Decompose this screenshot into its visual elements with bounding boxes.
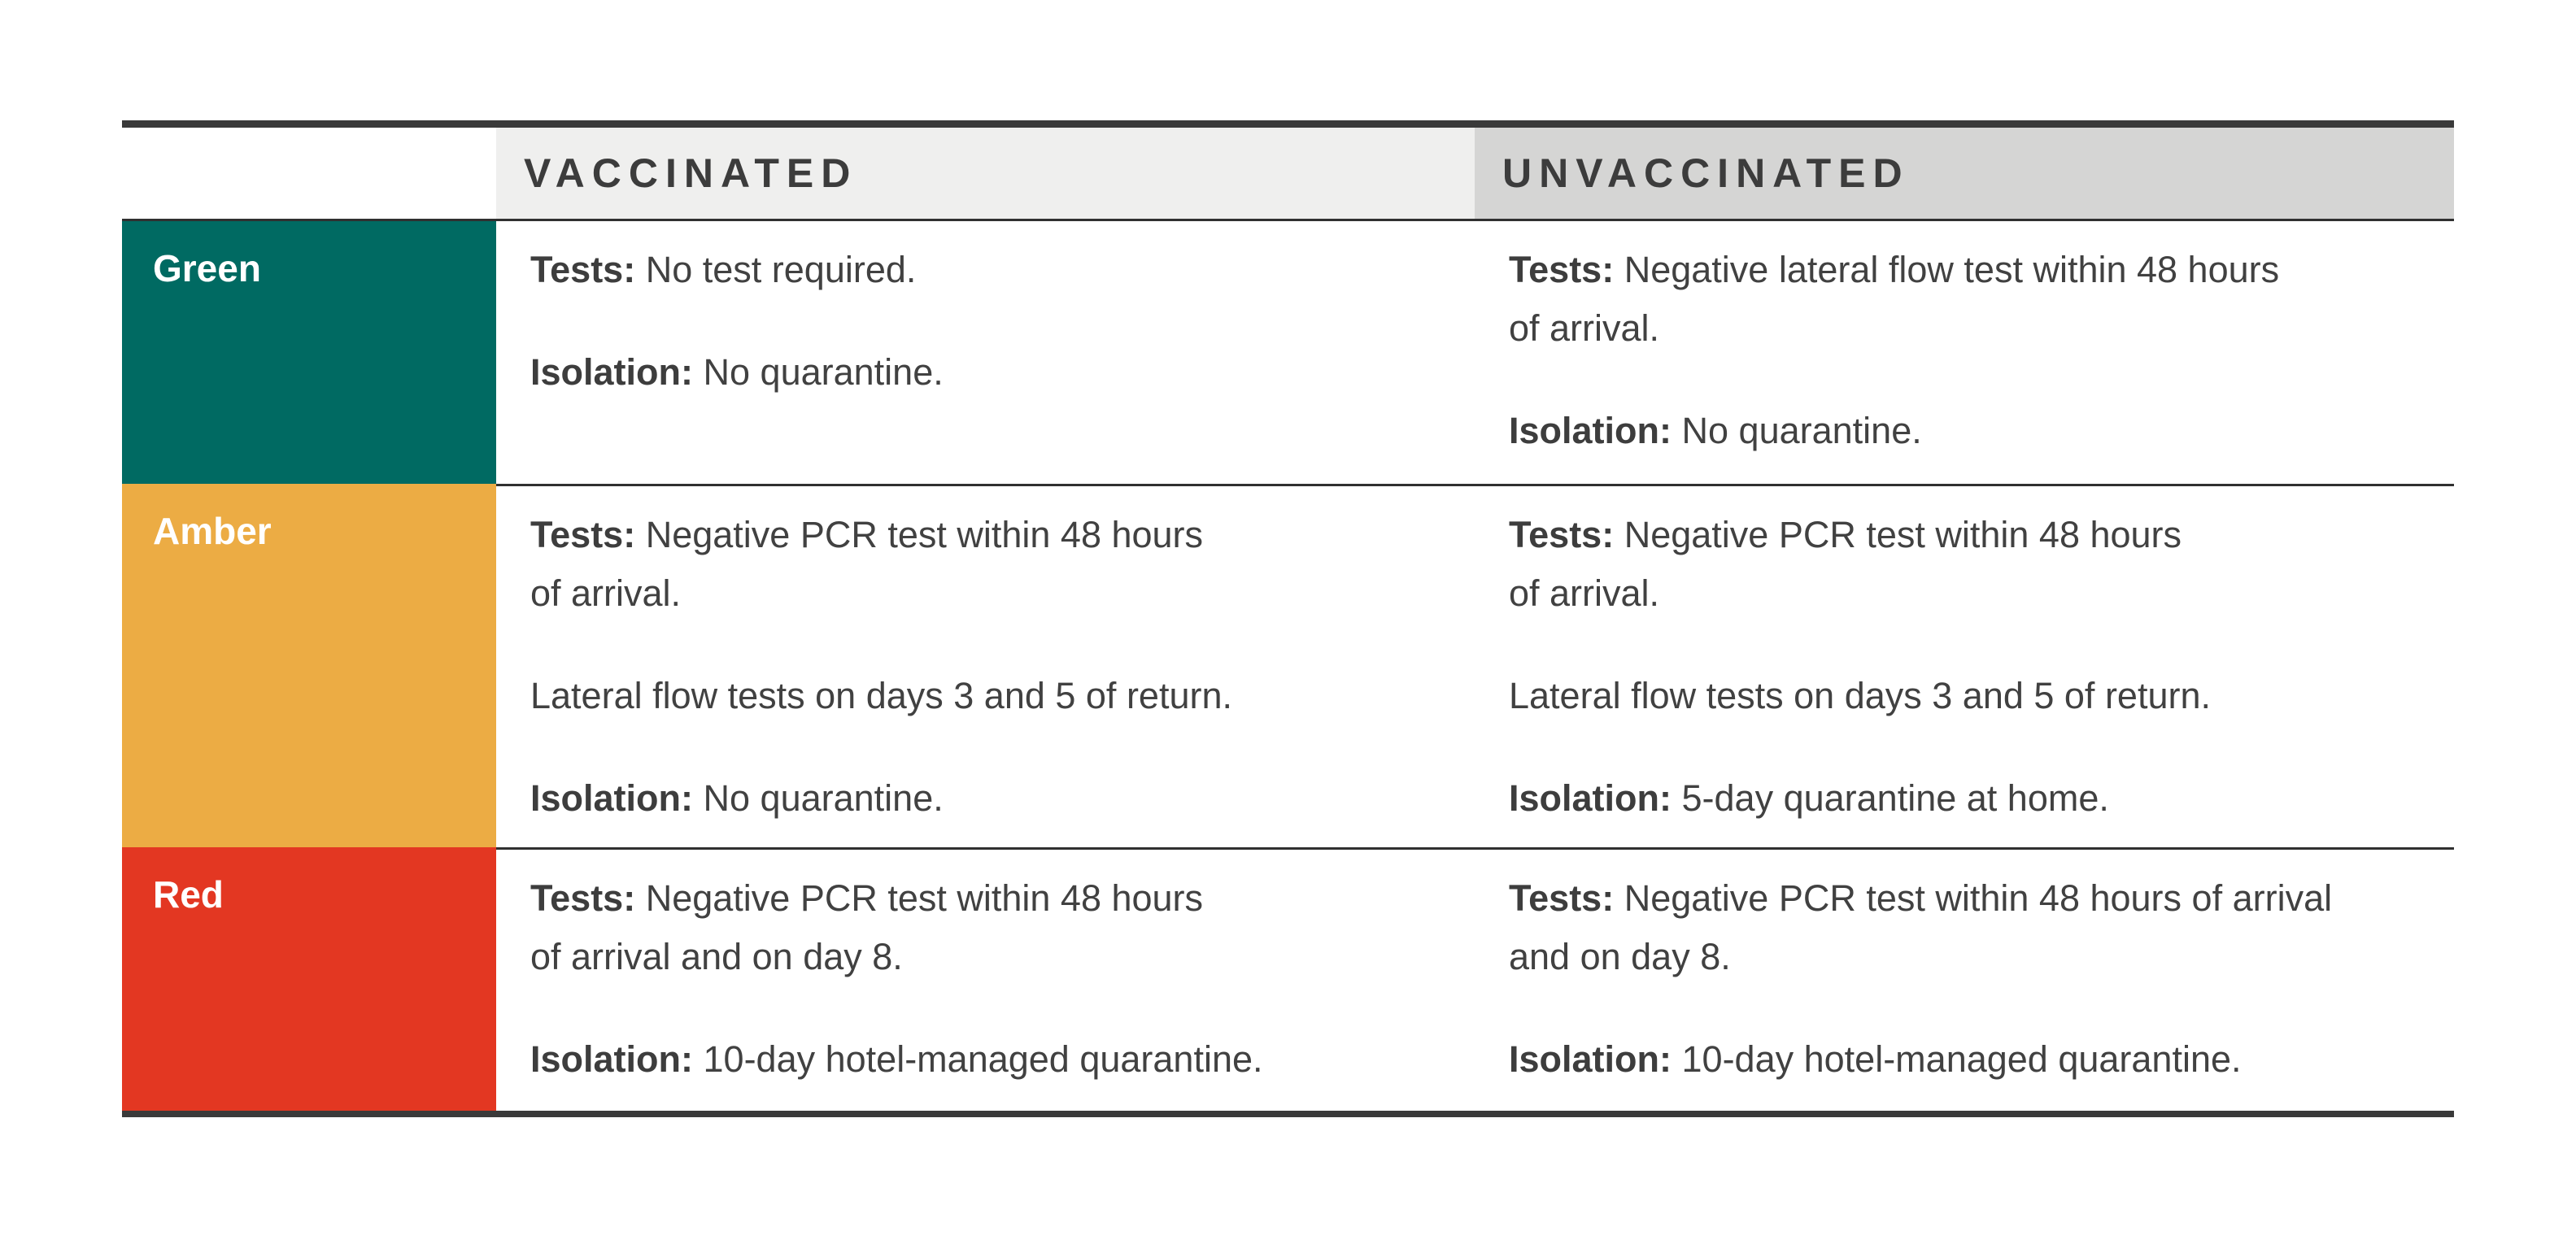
- header-label-vaccinated: VACCINATED: [524, 150, 858, 196]
- line-text: of arrival.: [530, 572, 682, 614]
- row-label-green: Green: [122, 221, 496, 484]
- header-cell-unvaccinated: UNVACCINATED: [1475, 128, 2454, 221]
- cell-paragraph: Tests: Negative PCR test within 48 hours…: [530, 869, 1445, 986]
- text-line: and on day 8.: [1509, 928, 2425, 986]
- paragraph-label: Tests:: [530, 249, 636, 290]
- cell-paragraph: Isolation: No quarantine.: [1509, 402, 2425, 460]
- text-line: Tests: Negative PCR test within 48 hours: [530, 869, 1445, 928]
- paragraph-label: Isolation:: [530, 777, 693, 819]
- row-label-amber: Amber: [122, 484, 496, 847]
- line-text: and on day 8.: [1509, 936, 1731, 977]
- line-text: No quarantine.: [703, 351, 944, 393]
- paragraph-label: Isolation:: [530, 1038, 693, 1080]
- text-line: Isolation: No quarantine.: [530, 769, 1445, 828]
- text-line: Lateral flow tests on days 3 and 5 of re…: [1509, 667, 2425, 725]
- line-text: Negative PCR test within 48 hours: [645, 514, 1204, 555]
- cell-red-vaccinated: Tests: Negative PCR test within 48 hours…: [496, 847, 1475, 1111]
- cell-green-vaccinated: Tests: No test required. Isolation: No qu…: [496, 221, 1475, 484]
- header-cell-empty: [122, 128, 496, 221]
- text-line: of arrival.: [1509, 299, 2425, 358]
- text-line: Lateral flow tests on days 3 and 5 of re…: [530, 667, 1445, 725]
- text-line: Tests: Negative PCR test within 48 hours: [530, 506, 1445, 564]
- text-line: of arrival and on day 8.: [530, 928, 1445, 986]
- line-text: No quarantine.: [1681, 410, 1922, 451]
- cell-amber-vaccinated: Tests: Negative PCR test within 48 hours…: [496, 484, 1475, 847]
- cell-paragraph: Isolation: 10-day hotel-managed quaranti…: [1509, 1030, 2425, 1089]
- paragraph-label: Isolation:: [1509, 1038, 1672, 1080]
- paragraph-label: Isolation:: [1509, 777, 1672, 819]
- paragraph-label: Isolation:: [1509, 410, 1672, 451]
- cell-paragraph: Isolation: No quarantine.: [530, 343, 1445, 402]
- travel-rules-table: VACCINATED UNVACCINATED Green Tests: No t…: [122, 120, 2454, 1117]
- cell-paragraph: Lateral flow tests on days 3 and 5 of re…: [1509, 667, 2425, 725]
- cell-paragraph: Isolation: 10-day hotel-managed quaranti…: [530, 1030, 1445, 1089]
- line-text: Lateral flow tests on days 3 and 5 of re…: [530, 675, 1232, 716]
- line-text: of arrival.: [1509, 572, 1660, 614]
- text-line: Tests: No test required.: [530, 241, 1445, 299]
- line-text: Negative PCR test within 48 hours: [645, 877, 1204, 919]
- paragraph-label: Tests:: [1509, 877, 1615, 919]
- paragraph-label: Tests:: [1509, 514, 1615, 555]
- header-cell-vaccinated: VACCINATED: [496, 128, 1475, 221]
- line-text: Negative PCR test within 48 hours of arr…: [1624, 877, 2333, 919]
- text-line: of arrival.: [530, 564, 1445, 623]
- line-text: No test required.: [645, 249, 917, 290]
- cell-paragraph: Tests: Negative PCR test within 48 hours…: [530, 506, 1445, 623]
- line-text: 10-day hotel-managed quarantine.: [703, 1038, 1263, 1080]
- line-text: 5-day quarantine at home.: [1681, 777, 2109, 819]
- cell-red-unvaccinated: Tests: Negative PCR test within 48 hours…: [1475, 847, 2454, 1111]
- paragraph-label: Tests:: [1509, 249, 1615, 290]
- text-line: Isolation: 5-day quarantine at home.: [1509, 769, 2425, 828]
- text-line: Isolation: No quarantine.: [530, 343, 1445, 402]
- line-text: of arrival.: [1509, 307, 1660, 349]
- text-line: Isolation: No quarantine.: [1509, 402, 2425, 460]
- line-text: No quarantine.: [703, 777, 944, 819]
- paragraph-label: Isolation:: [530, 351, 693, 393]
- cell-paragraph: Isolation: No quarantine.: [530, 769, 1445, 828]
- text-line: Tests: Negative PCR test within 48 hours: [1509, 506, 2425, 564]
- text-line: Tests: Negative PCR test within 48 hours…: [1509, 869, 2425, 928]
- cell-green-unvaccinated: Tests: Negative lateral flow test within…: [1475, 221, 2454, 484]
- cell-paragraph: Tests: Negative lateral flow test within…: [1509, 241, 2425, 358]
- text-line: of arrival.: [1509, 564, 2425, 623]
- cell-paragraph: Tests: No test required.: [530, 241, 1445, 299]
- line-text: Lateral flow tests on days 3 and 5 of re…: [1509, 675, 2211, 716]
- text-line: Isolation: 10-day hotel-managed quaranti…: [1509, 1030, 2425, 1089]
- cell-paragraph: Tests: Negative PCR test within 48 hours…: [1509, 506, 2425, 623]
- text-line: Isolation: 10-day hotel-managed quaranti…: [530, 1030, 1445, 1089]
- line-text: Negative PCR test within 48 hours: [1624, 514, 2182, 555]
- cell-paragraph: Tests: Negative PCR test within 48 hours…: [1509, 869, 2425, 986]
- line-text: 10-day hotel-managed quarantine.: [1681, 1038, 2242, 1080]
- cell-amber-unvaccinated: Tests: Negative PCR test within 48 hours…: [1475, 484, 2454, 847]
- line-text: Negative lateral flow test within 48 hou…: [1624, 249, 2280, 290]
- cell-paragraph: Isolation: 5-day quarantine at home.: [1509, 769, 2425, 828]
- paragraph-label: Tests:: [530, 877, 636, 919]
- text-line: Tests: Negative lateral flow test within…: [1509, 241, 2425, 299]
- header-label-unvaccinated: UNVACCINATED: [1502, 150, 1910, 196]
- line-text: of arrival and on day 8.: [530, 936, 903, 977]
- paragraph-label: Tests:: [530, 514, 636, 555]
- cell-paragraph: Lateral flow tests on days 3 and 5 of re…: [530, 667, 1445, 725]
- row-label-red: Red: [122, 847, 496, 1111]
